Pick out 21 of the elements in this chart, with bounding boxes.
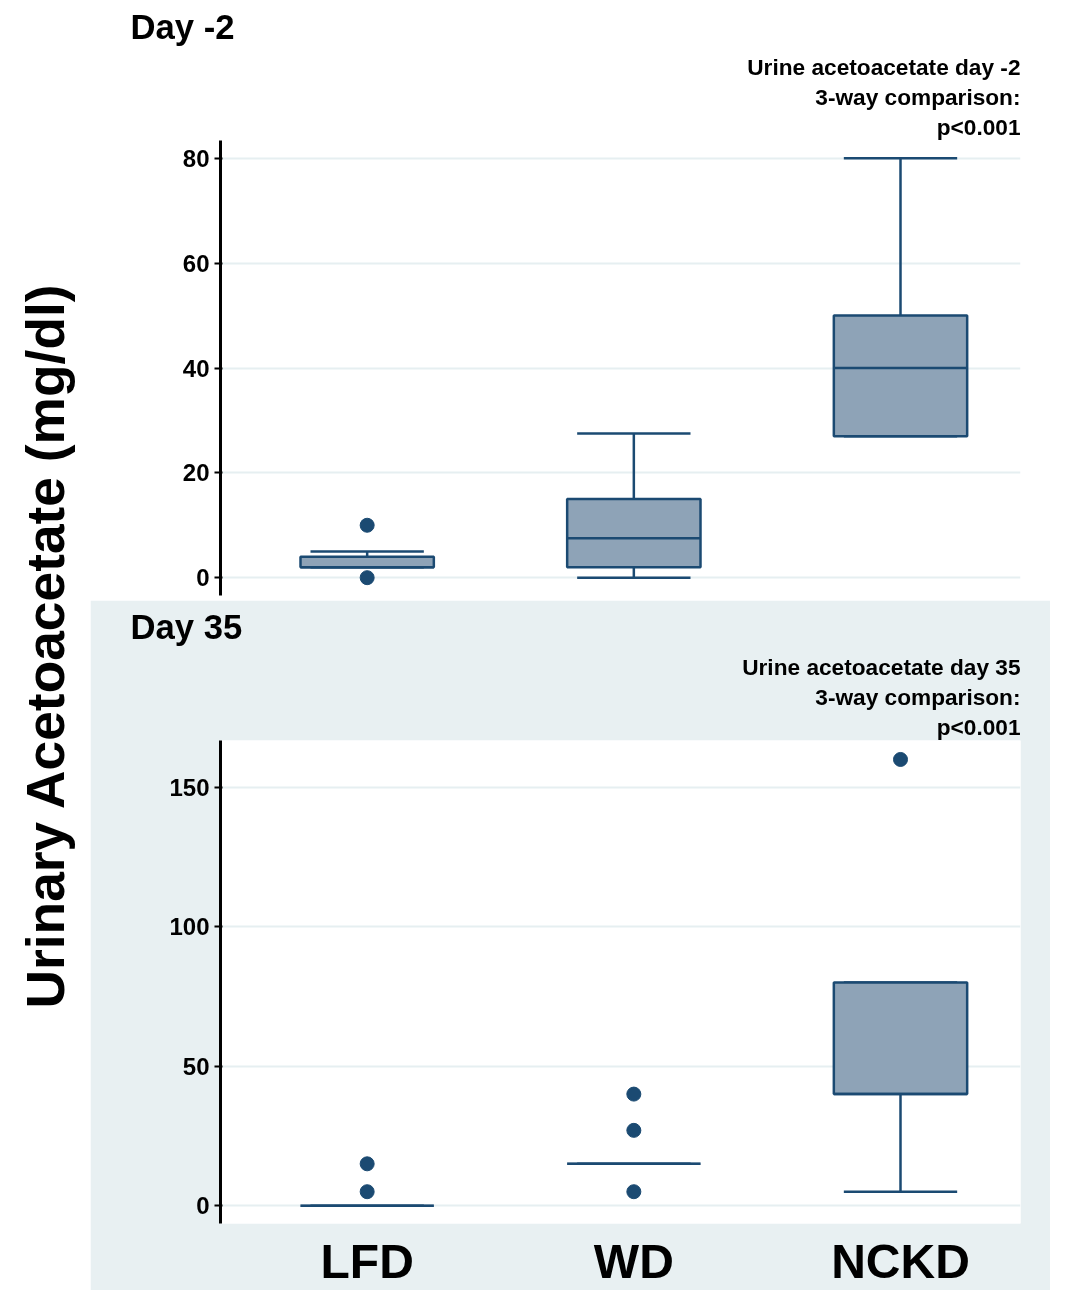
text: Urine acetoacetate day -2: [747, 53, 1021, 80]
y-tick-label: 40: [182, 354, 210, 382]
text: p<0.001: [936, 113, 1021, 140]
x-tick-label: LFD: [320, 1234, 414, 1288]
y-tick-label: 60: [182, 249, 210, 277]
y-tick-label: 0: [196, 564, 210, 592]
text: Urine acetoacetate day 35: [742, 653, 1021, 680]
chart-title: Day 35: [130, 607, 243, 646]
x-tick-label: NCKD: [831, 1234, 970, 1288]
x-tick-label: WD: [593, 1234, 674, 1288]
y-tick-label: 20: [182, 459, 210, 487]
text: 3-way comparison:: [815, 683, 1021, 710]
text: 3-way comparison:: [815, 83, 1021, 110]
y-tick-label: 0: [196, 1192, 210, 1220]
y-tick-label: 80: [182, 144, 210, 172]
y-tick-label: 150: [169, 773, 210, 801]
y-tick-label: 50: [182, 1052, 210, 1080]
chart-title: Day -2: [130, 7, 235, 46]
text: p<0.001: [936, 713, 1021, 740]
y-axis-title: Urinary Acetoacetate (mg/dl): [16, 284, 75, 1009]
y-tick-label: 100: [169, 913, 210, 941]
